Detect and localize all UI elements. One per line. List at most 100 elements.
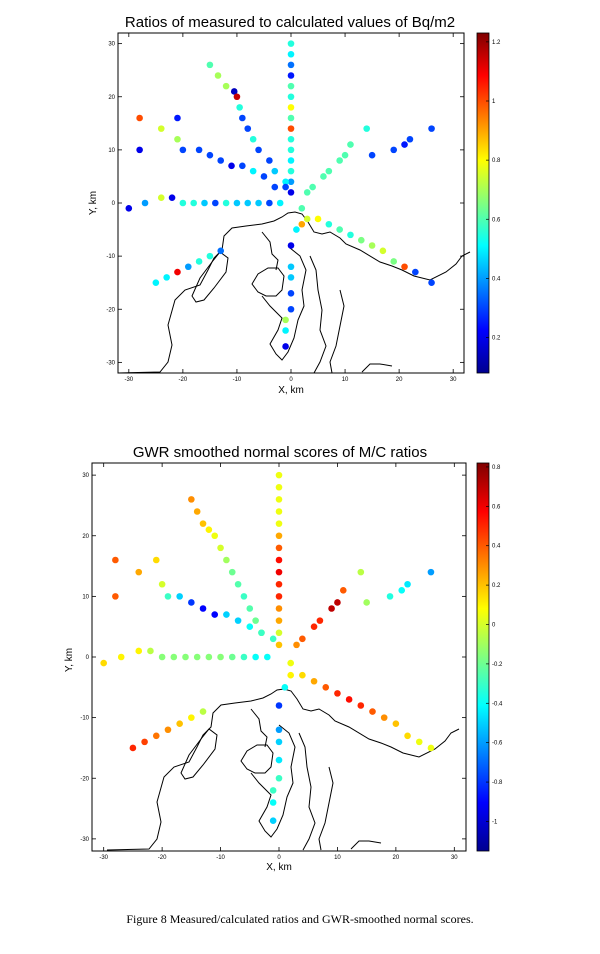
data-point — [275, 593, 283, 600]
data-point — [427, 744, 435, 752]
data-point — [233, 199, 241, 207]
data-point — [341, 151, 349, 159]
data-point — [390, 258, 398, 265]
data-point — [287, 146, 295, 154]
data-point — [211, 611, 219, 618]
data-point — [369, 708, 376, 715]
data-point — [164, 593, 172, 600]
chart-1-axes: -30 -20 -10 0 10 20 30 -30 -20 -10 0 10 20 30 — [106, 33, 464, 383]
colorbar-tick-label: 0.6 — [492, 217, 501, 223]
data-point — [428, 279, 435, 286]
data-point — [206, 151, 214, 159]
data-point — [287, 72, 295, 79]
data-point — [239, 162, 246, 170]
colorbar-tick-label: 0.4 — [492, 276, 501, 282]
data-point — [246, 623, 254, 630]
data-point — [184, 263, 192, 271]
data-point — [275, 532, 283, 540]
data-point — [287, 125, 295, 132]
chart-2-colorbar — [476, 462, 490, 852]
data-point — [141, 738, 148, 746]
data-point — [276, 199, 284, 207]
data-point — [339, 587, 347, 594]
y-tick-label: 30 — [82, 473, 89, 479]
chart-1-xlabel: X, km — [278, 385, 304, 396]
y-tick-label: -30 — [106, 360, 115, 366]
data-point — [214, 72, 222, 79]
x-tick-label: -30 — [99, 855, 108, 861]
data-point — [401, 141, 408, 148]
data-point — [236, 104, 243, 111]
colorbar-tick-label: -0.6 — [492, 741, 503, 747]
data-point — [117, 653, 125, 661]
colorbar-tick-label: 0.8 — [492, 158, 501, 164]
x-tick-label: 20 — [393, 855, 400, 861]
data-point — [287, 274, 295, 281]
data-point — [275, 483, 283, 491]
data-point — [275, 605, 283, 612]
data-point — [334, 690, 341, 697]
data-point — [334, 599, 341, 606]
data-point — [287, 178, 295, 186]
chart-2-points — [100, 471, 435, 824]
data-point — [368, 151, 376, 159]
data-point — [275, 756, 283, 764]
colorbar-tick-label: 0.4 — [492, 544, 501, 550]
data-point — [275, 726, 283, 734]
data-point — [303, 189, 311, 196]
data-point — [136, 114, 143, 122]
data-point — [363, 125, 370, 132]
data-point — [281, 684, 289, 691]
data-point — [193, 653, 201, 661]
data-point — [379, 247, 387, 255]
data-point — [293, 641, 300, 649]
x-tick-label: 30 — [450, 377, 457, 383]
data-point — [152, 556, 160, 564]
data-point — [260, 173, 268, 180]
data-point — [287, 263, 295, 271]
data-point — [345, 696, 353, 703]
data-point — [206, 252, 214, 260]
chart-1-coastline — [117, 211, 471, 374]
colorbar-tick-label: -0.2 — [492, 662, 503, 668]
data-point — [152, 732, 160, 740]
chart-1-colorbar — [476, 32, 490, 374]
data-point — [168, 194, 176, 201]
data-point — [141, 199, 149, 207]
data-point — [401, 263, 408, 271]
data-point — [240, 593, 248, 600]
chart-2-xlabel: X, km — [266, 862, 292, 873]
data-point — [287, 82, 295, 90]
colorbar-tick-label: -0.8 — [492, 780, 503, 786]
data-point — [404, 732, 411, 740]
colorbar-tick-label: 0.8 — [492, 465, 501, 471]
data-point — [217, 247, 225, 255]
chart-1-points — [125, 40, 435, 350]
data-point — [188, 599, 195, 606]
data-point — [368, 242, 376, 249]
data-point — [269, 817, 277, 824]
data-point — [255, 146, 262, 154]
data-point — [240, 653, 248, 661]
data-point — [316, 617, 324, 624]
data-point — [179, 146, 187, 154]
data-point — [336, 157, 343, 164]
data-point — [282, 316, 289, 324]
figure-caption: Figure 8 Measured/calculated ratios and … — [126, 912, 474, 926]
data-point — [275, 617, 283, 624]
data-point — [287, 104, 295, 111]
data-point — [199, 708, 207, 715]
data-point — [258, 629, 265, 637]
data-point — [287, 659, 294, 667]
data-point — [266, 157, 273, 164]
data-point — [195, 258, 203, 265]
x-tick-label: 0 — [277, 855, 281, 861]
data-point — [234, 580, 242, 588]
data-point — [357, 702, 365, 709]
y-tick-label: 20 — [82, 534, 89, 540]
data-point — [164, 726, 172, 734]
y-tick-label: -10 — [106, 254, 115, 260]
data-point — [287, 114, 295, 122]
data-point — [287, 167, 295, 175]
data-point — [390, 146, 398, 154]
